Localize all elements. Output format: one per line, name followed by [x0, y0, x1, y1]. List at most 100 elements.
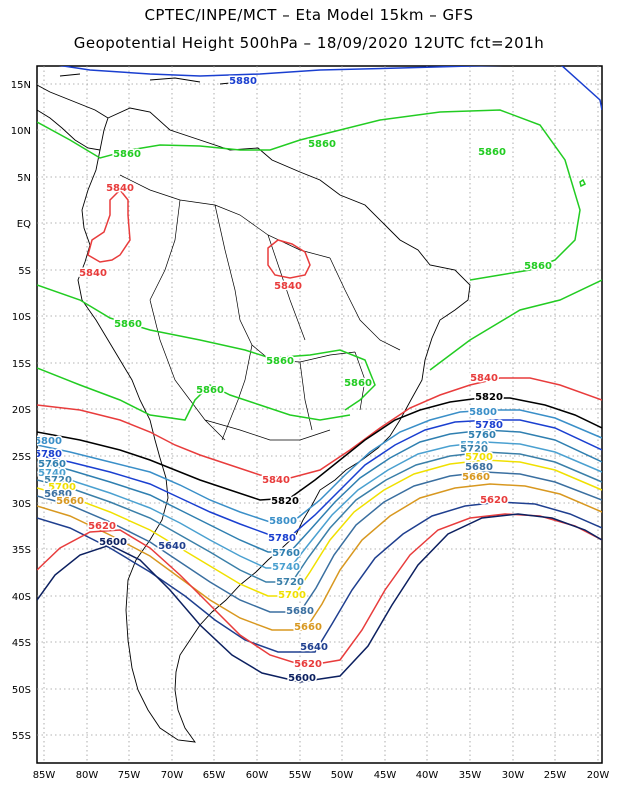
contour-5860-island: [579, 178, 587, 188]
lat-tick-label: 50S: [12, 685, 31, 696]
contour-label-5620: 5620: [294, 659, 322, 670]
contour-label-5740: 5740: [38, 468, 66, 479]
lat-tick-label: 5N: [17, 173, 31, 184]
contour-5840-main: [37, 377, 602, 479]
contour-label-5860: 5860: [344, 378, 372, 389]
map-title: CPTEC/INPE/MCT – Eta Model 15km – GFS: [144, 6, 474, 24]
contour-label-5800: 5800: [469, 407, 497, 418]
lat-tick-label: 5S: [18, 266, 31, 277]
contour-label-5640: 5640: [300, 642, 328, 653]
lat-tick-label: 15S: [12, 359, 31, 370]
contour-label-5660: 5660: [462, 472, 490, 483]
lon-tick-label: 60W: [246, 770, 269, 781]
contour-label-5660: 5660: [56, 496, 84, 507]
contour-label-5680: 5680: [286, 606, 314, 617]
contour-label-5760: 5760: [468, 430, 496, 441]
contour-5700: [37, 459, 602, 597]
contour-label-5860: 5860: [114, 319, 142, 330]
contour-label-5860: 5860: [266, 356, 294, 367]
contour-5840-north: [87, 188, 131, 263]
contour-label-5680: 5680: [465, 462, 493, 473]
lat-tick-label: 30S: [12, 499, 31, 510]
contour-5860-north: [37, 109, 581, 281]
lat-tick-label: 35S: [12, 545, 31, 556]
contour-label-5740: 5740: [460, 440, 488, 451]
contour-5880: [58, 66, 602, 111]
contour-5660: [37, 483, 602, 631]
lon-tick-label: 20W: [587, 770, 610, 781]
contour-5860-east: [429, 279, 602, 371]
contour-label-5880: 5880: [229, 76, 257, 87]
contour-5820: [37, 397, 602, 501]
contour-label-5600: 5600: [99, 537, 127, 548]
contour-label-5780: 5780: [268, 533, 296, 544]
contour-label-5840: 5840: [106, 183, 134, 194]
contour-label-5700: 5700: [278, 590, 306, 601]
contour-label-5680: 5680: [44, 489, 72, 500]
contour-label-5700: 5700: [465, 452, 493, 463]
contour-label-5720: 5720: [460, 444, 488, 455]
contour-label-5800: 5800: [269, 516, 297, 527]
contour-5860-west: [37, 284, 376, 411]
lat-tick-label: 10S: [12, 312, 31, 323]
contour-label-5860: 5860: [113, 149, 141, 160]
contour-label-5780: 5780: [34, 449, 62, 460]
lat-tick-label: 45S: [12, 638, 31, 649]
lat-tick-label: 55S: [12, 731, 31, 742]
contour-label-5660: 5660: [294, 622, 322, 633]
lat-tick-label: EQ: [17, 219, 31, 230]
axis-tick-labels: 85W 80W 75W 70W 65W 60W 55W 50W 45W 40W 35W 30W 25W 2…: [11, 80, 610, 781]
contour-label-5860: 5860: [524, 261, 552, 272]
contour-5740: [37, 441, 602, 569]
contour-5780: [37, 419, 602, 536]
contour-label-5840: 5840: [79, 268, 107, 279]
caribbean-islands: [59, 73, 241, 85]
contour-label-5700: 5700: [48, 482, 76, 493]
lon-tick-label: 80W: [76, 770, 99, 781]
contour-5600: [37, 513, 602, 683]
contour-5720: [37, 451, 602, 583]
contour-label-5620: 5620: [88, 521, 116, 532]
contour-label-5860: 5860: [478, 147, 506, 158]
contour-label-5860: 5860: [196, 385, 224, 396]
lon-tick-label: 70W: [161, 770, 184, 781]
contour-5760: [37, 429, 602, 553]
lon-tick-label: 75W: [118, 770, 141, 781]
contour-5840-amazon: [267, 239, 311, 279]
lon-tick-label: 65W: [203, 770, 226, 781]
contour-label-5800: 5800: [34, 436, 62, 447]
lon-tick-label: 25W: [544, 770, 567, 781]
contour-label-5840: 5840: [470, 373, 498, 384]
contour-5680: [37, 471, 602, 613]
lon-tick-label: 40W: [416, 770, 439, 781]
contour-label-5760: 5760: [38, 459, 66, 470]
lon-tick-label: 30W: [502, 770, 525, 781]
south-america-coastline: [77, 107, 471, 743]
contour-5640: [37, 501, 602, 653]
contour-label-5740: 5740: [272, 562, 300, 573]
contour-label-5640: 5640: [158, 541, 186, 552]
lat-tick-label: 20S: [12, 405, 31, 416]
lat-tick-label: 40S: [12, 592, 31, 603]
contour-label-5600: 5600: [288, 673, 316, 684]
contour-5860-south: [37, 367, 351, 421]
lat-tick-label: 10N: [11, 126, 31, 137]
national-borders: [119, 174, 401, 441]
lon-tick-label: 50W: [331, 770, 354, 781]
lon-tick-label: 55W: [289, 770, 312, 781]
map-subtitle: Geopotential Height 500hPa – 18/09/2020 …: [73, 34, 545, 52]
lon-tick-label: 35W: [459, 770, 482, 781]
lon-tick-label: 45W: [374, 770, 397, 781]
lat-tick-label: 25S: [12, 452, 31, 463]
contour-label-5820: 5820: [271, 496, 299, 507]
contour-label-5760: 5760: [272, 548, 300, 559]
contour-label-5820: 5820: [475, 392, 503, 403]
contour-label-5860: 5860: [308, 139, 336, 150]
contour-label-5720: 5720: [44, 475, 72, 486]
plot-frame: [36, 65, 603, 764]
coastlines: [37, 73, 471, 743]
contour-label-5720: 5720: [276, 577, 304, 588]
contour-label-5620: 5620: [480, 495, 508, 506]
contour-5620: [37, 513, 602, 667]
